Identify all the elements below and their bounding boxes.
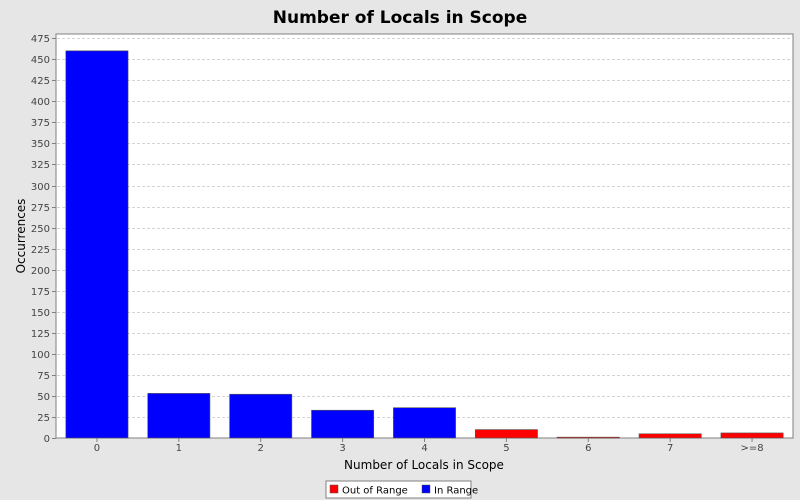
y-tick-label: 375 [31, 118, 50, 129]
bar [393, 407, 456, 439]
bar [474, 429, 538, 439]
y-tick-label: 175 [31, 287, 50, 298]
legend-label: In Range [434, 486, 478, 497]
x-tick-label: 3 [339, 443, 345, 454]
y-tick-label: 275 [31, 203, 50, 214]
y-tick-label: 300 [31, 182, 50, 193]
gridlines [57, 38, 792, 418]
x-tick-label: 2 [258, 443, 264, 454]
x-tick-label: >=8 [740, 443, 763, 454]
x-tick-label: 5 [503, 443, 509, 454]
y-tick-label: 150 [31, 308, 50, 319]
x-tick-label: 7 [667, 443, 673, 454]
y-tick-label: 50 [37, 392, 50, 403]
legend-swatch [421, 484, 431, 494]
y-axis-label: Occurrences [14, 199, 28, 274]
plot-area [55, 33, 794, 439]
bar [638, 433, 702, 439]
legend-box [325, 480, 472, 499]
y-tick-label: 225 [31, 245, 50, 256]
y-tick-label: 125 [31, 329, 50, 340]
y-tick-label: 425 [31, 76, 50, 87]
y-tick-label: 400 [31, 97, 50, 108]
bar [720, 432, 784, 439]
y-tick-label: 350 [31, 139, 50, 150]
bar [65, 50, 129, 439]
bar [311, 409, 375, 439]
legend-label: Out of Range [342, 486, 408, 497]
chart-title: Number of Locals in Scope [273, 8, 528, 28]
y-tick-label: 25 [37, 413, 50, 424]
bars [65, 50, 784, 439]
x-axis-label: Number of Locals in Scope [344, 458, 504, 472]
y-tick-label: 75 [37, 371, 50, 382]
axes: 0255075100125150175200225250275300325350… [31, 34, 764, 454]
y-tick-label: 325 [31, 160, 50, 171]
x-tick-label: 6 [585, 443, 591, 454]
legend-swatch [329, 484, 339, 494]
x-tick-label: 0 [94, 443, 100, 454]
y-tick-label: 100 [31, 350, 50, 361]
bar [147, 393, 211, 439]
y-tick-label: 0 [44, 434, 50, 445]
y-tick-label: 475 [31, 34, 50, 45]
y-tick-label: 250 [31, 224, 50, 235]
x-tick-label: 4 [421, 443, 427, 454]
legend: Out of Range In Range [325, 480, 478, 499]
bar [229, 393, 293, 439]
y-tick-label: 200 [31, 266, 50, 277]
y-tick-label: 450 [31, 55, 50, 66]
x-tick-label: 1 [176, 443, 182, 454]
